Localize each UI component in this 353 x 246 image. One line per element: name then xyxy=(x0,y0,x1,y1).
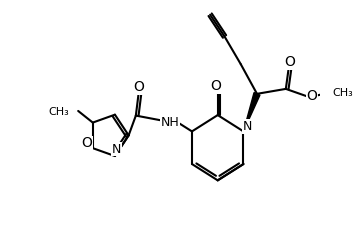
Polygon shape xyxy=(244,92,260,131)
Text: CH₃: CH₃ xyxy=(333,88,353,98)
Text: O: O xyxy=(81,136,92,150)
Text: NH: NH xyxy=(161,116,179,129)
Text: N: N xyxy=(112,143,121,156)
Text: O: O xyxy=(284,55,295,69)
Text: O: O xyxy=(306,89,317,103)
Text: O: O xyxy=(133,80,144,94)
Text: CH₃: CH₃ xyxy=(48,107,69,117)
Text: O: O xyxy=(210,79,221,93)
Text: N: N xyxy=(243,120,252,133)
